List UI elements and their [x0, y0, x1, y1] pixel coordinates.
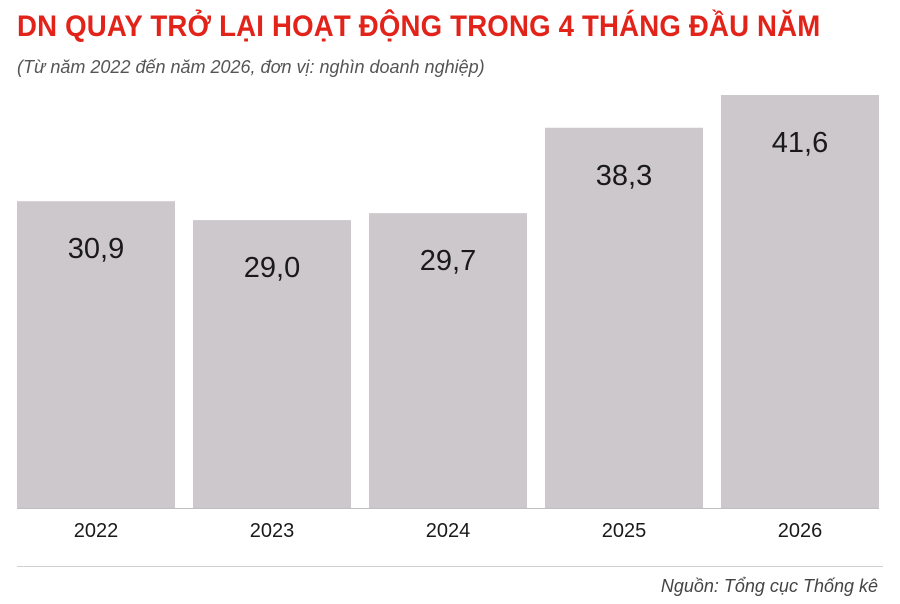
- bar-2022: [17, 201, 175, 508]
- value-label-2026: 41,6: [772, 127, 828, 159]
- x-tick-label-2022: 2022: [74, 520, 119, 542]
- x-tick-label-2025: 2025: [602, 520, 647, 542]
- chart-title: DN QUAY TRỞ LẠI HOẠT ĐỘNG TRONG 4 THÁNG …: [17, 10, 821, 43]
- x-tick-label-2023: 2023: [250, 520, 295, 542]
- x-tick-label-2024: 2024: [426, 520, 471, 542]
- chart-subtitle: (Từ năm 2022 đến năm 2026, đơn vị: nghìn…: [17, 57, 485, 77]
- value-label-2022: 30,9: [68, 233, 124, 265]
- value-label-2024: 29,7: [420, 245, 476, 277]
- bar-2026: [721, 95, 879, 508]
- bar-2025: [545, 127, 703, 508]
- value-label-2023: 29,0: [244, 252, 300, 284]
- value-label-2025: 38,3: [596, 160, 652, 192]
- x-tick-label-2026: 2026: [778, 520, 823, 542]
- bar-2024: [369, 213, 527, 508]
- bars-group: 30,9 2022 29,0 2023 29,7 2024 38,3 2025 41,6 2026: [17, 95, 879, 542]
- source-note: Nguồn: Tổng cục Thống kê: [660, 576, 878, 596]
- bar-2023: [193, 220, 351, 508]
